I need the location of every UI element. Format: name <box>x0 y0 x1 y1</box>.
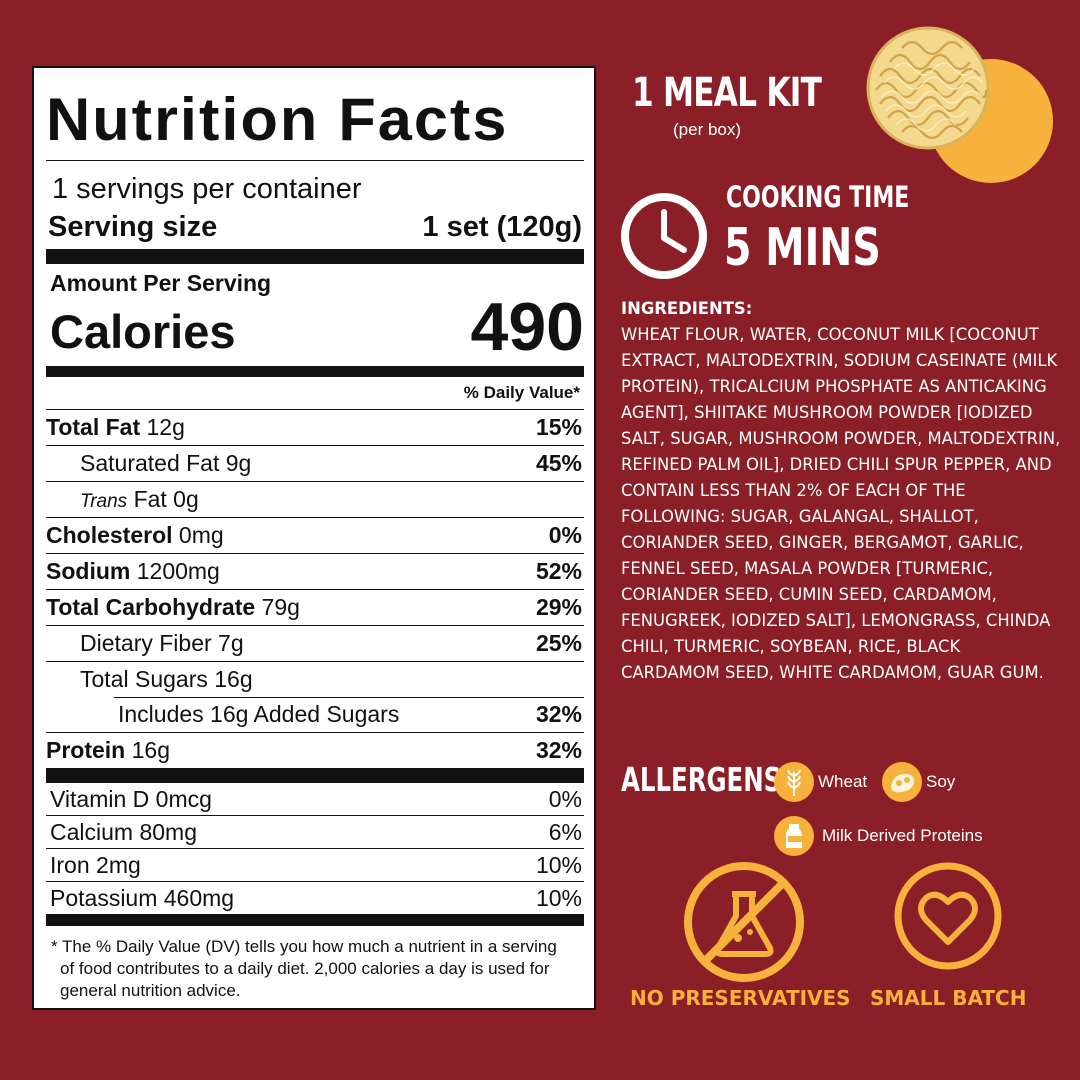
nutrient-pct: 0% <box>548 522 582 548</box>
vitamin-row: Potassium 460mg 10% <box>46 881 584 914</box>
clock-icon <box>618 190 710 282</box>
ingredients-text: WHEAT FLOUR, WATER, COCONUT MILK [COCONU… <box>621 325 1061 682</box>
amount-per-serving: Amount Per Serving <box>50 270 272 296</box>
nutrient-name: Total Sugars <box>80 666 208 692</box>
nutrient-pct: 25% <box>535 630 582 656</box>
divider <box>114 697 584 698</box>
vitamin-pct: 0% <box>548 785 582 812</box>
allergen-soy: Soy <box>882 762 955 802</box>
meal-kit-subtitle: (per box) <box>673 120 742 139</box>
nutrient-row-total-sugars: Total Sugars 16g <box>46 661 584 697</box>
nutrient-amount: 16g <box>214 666 253 692</box>
cooking-time-label: COOKING TIME <box>726 180 910 214</box>
nutrient-name: Trans <box>80 491 128 512</box>
nutrient-amount: 79g <box>261 594 300 620</box>
milk-bottle-icon <box>774 816 814 856</box>
allergen-label: Wheat <box>818 772 868 791</box>
nutrient-name: Sodium <box>46 558 131 584</box>
badge-small-batch: SMALL BATCH <box>870 986 1027 1010</box>
noodle-block-image <box>866 26 1056 186</box>
allergen-label: Soy <box>926 772 956 791</box>
nutrient-row-cholesterol: Cholesterol 0mg 0% <box>46 517 584 553</box>
divider-thick <box>46 914 584 926</box>
nutrient-name: Dietary Fiber <box>80 630 212 656</box>
nutrient-pct: 15% <box>535 414 582 440</box>
meal-kit-title: 1 MEAL KIT <box>632 70 822 116</box>
nutrient-row-added-sugars: Includes 16g Added Sugars 32% <box>46 697 584 732</box>
divider-thick <box>46 249 584 264</box>
nutrient-row-total-fat: Total Fat 12g 15% <box>46 409 584 445</box>
servings-per-container: 1 servings per container <box>52 173 362 205</box>
nutrient-amount: 9g <box>225 450 252 476</box>
daily-value-footnote: * The % Daily Value (DV) tells you how m… <box>51 937 557 1000</box>
wheat-icon <box>774 762 814 802</box>
allergen-label: Milk Derived Proteins <box>822 826 983 845</box>
vitamin-pct: 10% <box>535 884 582 911</box>
nutrient-pct: 32% <box>535 737 582 763</box>
nutrient-pct: 32% <box>535 701 582 727</box>
badge-no-preservatives: NO PRESERVATIVES <box>630 986 851 1010</box>
allergen-wheat: Wheat <box>774 762 867 802</box>
nutrient-amount: 16g <box>131 737 170 763</box>
nutrition-facts-label: Nutrition Facts 1 servings per container… <box>32 66 596 1010</box>
vitamin-pct: 6% <box>548 818 582 845</box>
nutrient-name: Total Carbohydrate <box>46 594 256 620</box>
divider <box>46 160 584 161</box>
nutrient-amount: 1200mg <box>136 558 220 584</box>
nutrient-row-total-carbohydrate: Total Carbohydrate 79g 29% <box>46 589 584 625</box>
nutrient-row-trans-fat: Trans Fat 0g <box>46 481 584 517</box>
vitamin-name: Potassium 460mg <box>50 884 235 911</box>
soybean-icon <box>882 762 922 802</box>
daily-value-header: % Daily Value* <box>463 383 580 402</box>
nutrient-row-sodium: Sodium 1200mg 52% <box>46 553 584 589</box>
no-chemicals-icon <box>680 858 808 986</box>
nutrient-name: Saturated Fat <box>80 450 220 476</box>
heart-icon <box>892 860 1020 988</box>
nutrient-name: Cholesterol <box>46 522 173 548</box>
vitamin-name: Iron 2mg <box>50 851 141 878</box>
calories-row: Calories 490 <box>46 289 584 365</box>
calories-label: Calories <box>50 305 236 358</box>
nutrient-amount: Fat 0g <box>133 486 199 512</box>
nutrient-name: Includes 16g Added Sugars <box>118 701 400 727</box>
nutrient-name: Protein <box>46 737 126 763</box>
nutrient-pct: 45% <box>535 450 582 476</box>
vitamin-row: Iron 2mg 10% <box>46 848 584 881</box>
nutrient-row-saturated-fat: Saturated Fat 9g 45% <box>46 445 584 481</box>
vitamin-row: Calcium 80mg 6% <box>46 815 584 848</box>
vitamin-pct: 10% <box>535 851 582 878</box>
ingredients-block: INGREDIENTS: WHEAT FLOUR, WATER, COCONUT… <box>621 296 1061 686</box>
vitamin-name: Calcium 80mg <box>50 818 197 845</box>
nutrient-amount: 12g <box>146 414 185 440</box>
nutrient-pct: 52% <box>535 558 582 584</box>
serving-size-label: Serving size <box>48 211 218 243</box>
vitamin-row: Vitamin D 0mcg 0% <box>46 783 584 815</box>
nutrient-row-protein: Protein 16g 32% <box>46 732 584 768</box>
nutrient-row-dietary-fiber: Dietary Fiber 7g 25% <box>46 625 584 661</box>
divider-thick <box>46 366 584 377</box>
serving-size-row: Serving size 1 set (120g) <box>46 205 584 249</box>
calories-value: 490 <box>470 289 584 365</box>
nutrient-amount: 0mg <box>178 522 224 548</box>
nutrient-name: Total Fat <box>46 414 141 440</box>
vitamin-name: Vitamin D 0mcg <box>50 785 212 812</box>
allergens-heading: ALLERGENS <box>621 760 782 799</box>
cooking-time-value: 5 MINS <box>724 218 881 278</box>
nutrient-amount: 7g <box>218 630 244 656</box>
divider-thick <box>46 768 584 783</box>
nutrient-pct: 29% <box>535 594 582 620</box>
allergen-milk: Milk Derived Proteins <box>774 816 983 856</box>
serving-size-value: 1 set (120g) <box>422 211 582 243</box>
nutrition-title: Nutrition Facts <box>46 86 509 153</box>
ingredients-heading: INGREDIENTS: <box>621 299 753 318</box>
